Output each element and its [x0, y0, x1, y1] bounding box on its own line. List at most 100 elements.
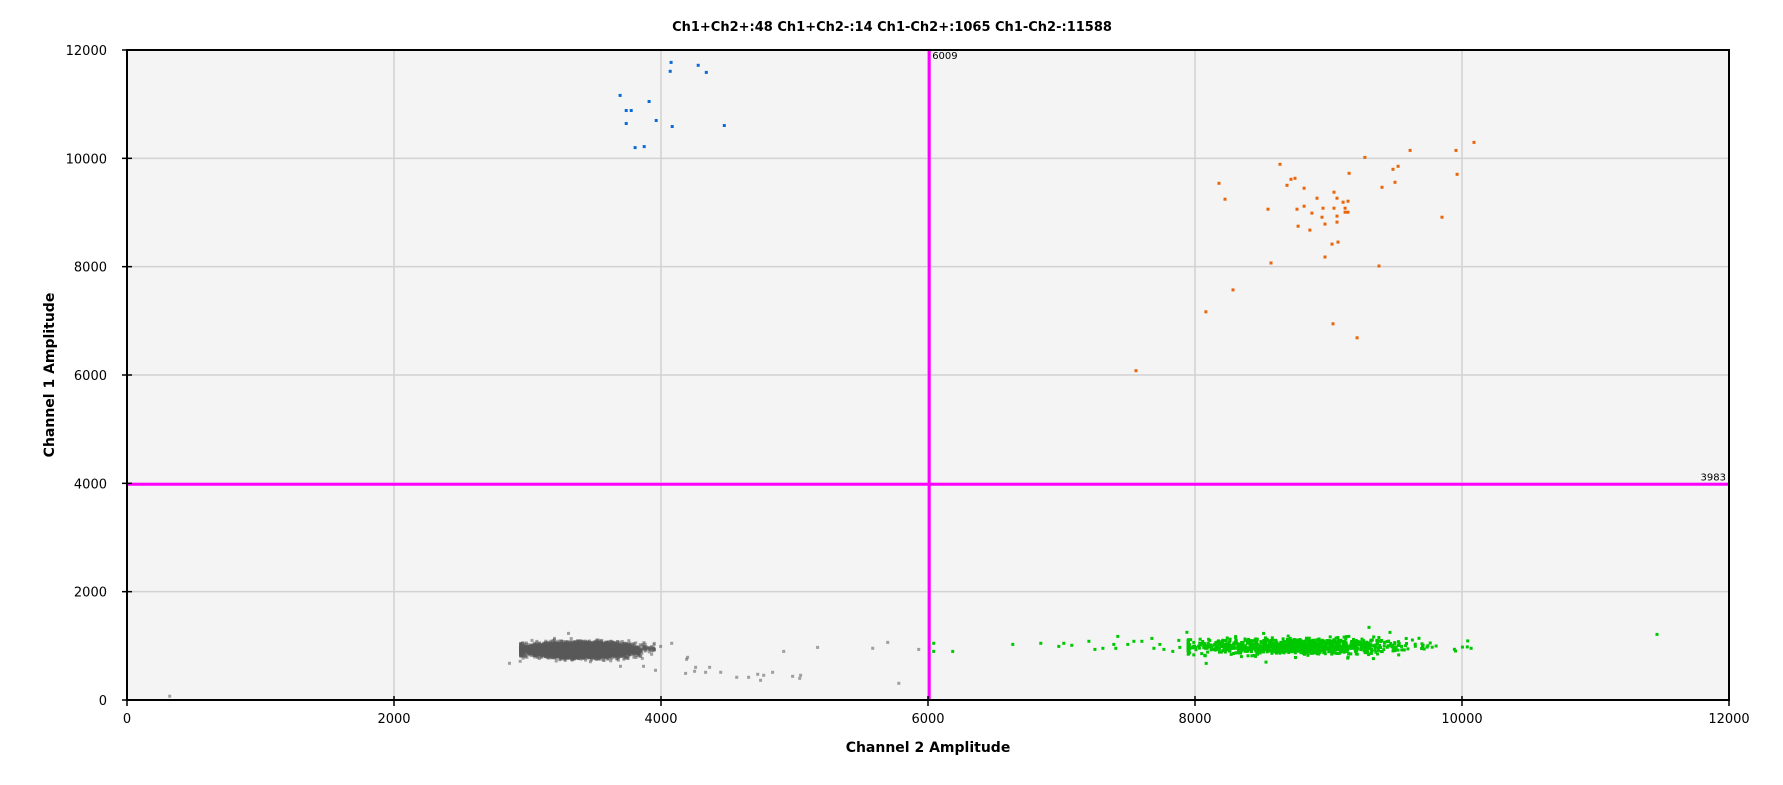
- droplet-point: [1270, 636, 1274, 640]
- droplet-point: [1405, 642, 1408, 645]
- droplet-point: [508, 661, 511, 665]
- droplet-point: [1396, 648, 1400, 652]
- droplet-point: [1259, 644, 1262, 648]
- droplet-point: [1262, 639, 1266, 642]
- droplet-point: [1235, 642, 1239, 645]
- droplet-point: [1342, 643, 1346, 647]
- droplet-point: [1268, 641, 1272, 645]
- droplet-point: [1297, 643, 1301, 647]
- droplet-point: [1397, 641, 1401, 645]
- droplet-points: [168, 60, 1659, 698]
- droplet-point: [798, 676, 802, 680]
- droplet-point: [1299, 639, 1303, 643]
- droplet-point: [1295, 207, 1299, 211]
- droplet-point: [1256, 643, 1260, 647]
- droplet-point: [1421, 643, 1425, 647]
- droplet-point: [1234, 636, 1238, 640]
- droplet-point: [1371, 644, 1375, 648]
- droplet-point: [1391, 649, 1395, 653]
- droplet-point: [696, 63, 700, 67]
- droplet-point: [618, 93, 622, 97]
- droplet-point: [1302, 186, 1306, 190]
- droplet-point: [1406, 647, 1410, 651]
- droplet-point: [1240, 642, 1244, 646]
- droplet-point: [1254, 641, 1258, 645]
- droplet-point: [1269, 261, 1273, 265]
- droplet-point: [1267, 646, 1271, 650]
- droplet-point: [1295, 645, 1299, 649]
- droplet-point: [1158, 642, 1162, 646]
- droplet-point: [684, 671, 688, 675]
- droplet-point: [1285, 183, 1289, 187]
- droplet-point: [1420, 645, 1424, 649]
- droplet-point: [1383, 641, 1386, 645]
- droplet-point: [1278, 651, 1282, 655]
- droplet-point: [1101, 646, 1105, 650]
- droplet-point: [1370, 638, 1374, 642]
- droplet-point: [1363, 645, 1366, 649]
- droplet-point: [1301, 648, 1305, 652]
- droplet-point: [685, 657, 689, 661]
- droplet-point: [1360, 646, 1364, 650]
- droplet-point: [1222, 639, 1225, 643]
- droplet-point: [708, 665, 712, 669]
- droplet-point: [1238, 651, 1242, 655]
- droplet-point: [747, 675, 751, 679]
- droplet-point: [587, 639, 591, 643]
- droplet-point: [704, 70, 708, 74]
- droplet-point: [1220, 641, 1224, 645]
- droplet-point: [1293, 638, 1297, 642]
- droplet-point: [1346, 648, 1350, 652]
- droplet-point: [1274, 638, 1278, 642]
- droplet-point: [1393, 649, 1397, 653]
- droplet-point: [1266, 207, 1270, 211]
- droplet-point: [1255, 647, 1259, 651]
- droplet-point: [1335, 220, 1339, 224]
- droplet-point: [1404, 644, 1408, 648]
- droplet-point: [1332, 206, 1336, 210]
- droplet-point: [1655, 632, 1659, 636]
- droplet-point: [719, 670, 723, 674]
- droplet-point: [1329, 642, 1332, 646]
- droplet-point: [1325, 642, 1329, 645]
- droplet-point: [1342, 640, 1346, 644]
- droplet-point: [1434, 644, 1438, 648]
- droplet-point: [1460, 645, 1464, 649]
- droplet-point: [1192, 653, 1196, 657]
- droplet-point: [1318, 649, 1322, 653]
- droplet-point: [1228, 639, 1232, 643]
- droplet-point: [1311, 644, 1315, 648]
- droplet-point: [1227, 644, 1231, 648]
- droplet-point: [624, 109, 628, 112]
- droplet-point: [1216, 644, 1220, 648]
- droplet-point: [1327, 650, 1331, 654]
- droplet-point: [1203, 642, 1207, 646]
- droplet-point: [1397, 653, 1401, 657]
- droplet-point: [1341, 200, 1345, 204]
- droplet-point: [1331, 645, 1335, 648]
- droplet-point: [1296, 638, 1299, 642]
- droplet-point: [1284, 642, 1288, 646]
- droplet-point: [1253, 646, 1256, 650]
- droplet-point: [1302, 651, 1305, 655]
- droplet-point: [1305, 650, 1309, 654]
- droplet-point: [1362, 641, 1366, 645]
- droplet-point: [1466, 639, 1470, 643]
- droplet-point: [1379, 646, 1382, 649]
- droplet-point: [168, 694, 172, 698]
- droplet-point: [1374, 644, 1378, 648]
- droplet-point: [1393, 642, 1397, 646]
- droplet-point: [1193, 644, 1197, 648]
- droplet-point: [1317, 642, 1321, 645]
- droplet-point: [1339, 648, 1343, 652]
- droplet-point: [1299, 642, 1303, 646]
- droplet-point: [1323, 255, 1327, 259]
- droplet-point: [1391, 167, 1395, 171]
- droplet-point: [1323, 222, 1327, 226]
- droplet-point: [1171, 649, 1175, 653]
- droplet-point: [694, 665, 698, 669]
- droplet-point: [1312, 643, 1316, 646]
- droplet-point: [1328, 635, 1332, 639]
- droplet-point: [1394, 645, 1398, 649]
- droplet-point: [518, 659, 522, 663]
